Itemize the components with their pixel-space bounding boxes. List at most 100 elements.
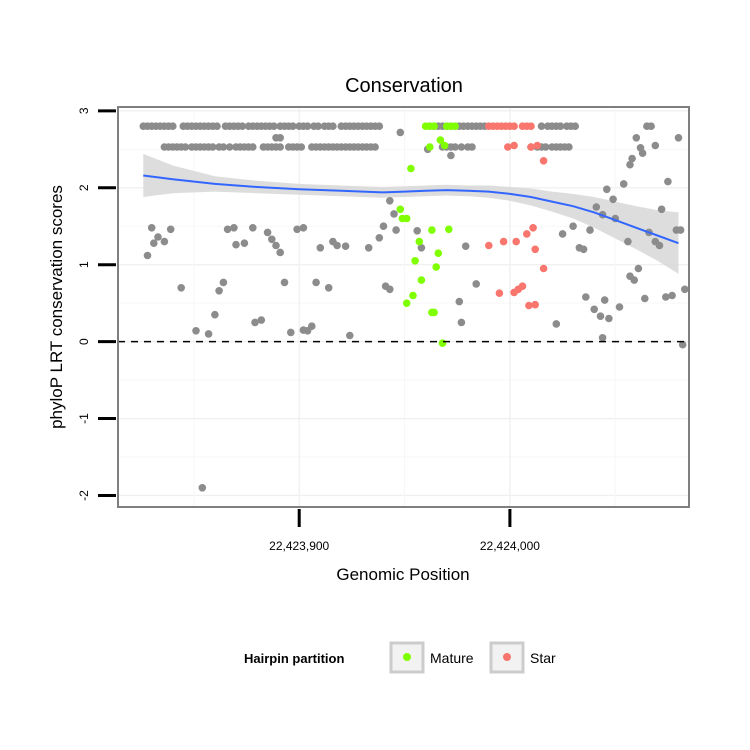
point-other (558, 230, 567, 238)
point-other (251, 318, 259, 327)
plot-panel (117, 106, 690, 508)
point-other (386, 285, 394, 294)
point-other (371, 143, 379, 151)
point-other (396, 128, 405, 137)
legend: Hairpin partition Mature Star (244, 641, 556, 674)
point-other (263, 228, 272, 237)
point-other (341, 242, 350, 250)
point-other (605, 314, 613, 323)
point-other (386, 197, 394, 205)
point-other (280, 278, 289, 287)
point-other (154, 233, 162, 241)
legend-title: Hairpin partition (244, 651, 344, 666)
point-star (527, 122, 535, 130)
point-other (276, 143, 285, 151)
point-mature (396, 205, 405, 214)
point-mature (440, 141, 449, 150)
point-other (681, 285, 689, 294)
point-other (181, 143, 190, 151)
point-mature (402, 299, 411, 308)
y-tick-label: 1 (77, 261, 91, 268)
point-other (592, 203, 601, 211)
point-star (512, 237, 520, 246)
point-other (257, 316, 266, 324)
point-other (268, 235, 276, 244)
point-other (390, 210, 398, 218)
point-other (272, 241, 280, 250)
y-axis-label: phyloP LRT conservation scores (47, 185, 66, 429)
point-other (177, 284, 185, 292)
point-mature (428, 226, 436, 234)
point-other (609, 195, 617, 204)
point-other (312, 278, 320, 287)
point-other (468, 143, 476, 151)
point-mature (438, 339, 447, 348)
point-star (539, 157, 548, 165)
point-star (518, 282, 527, 291)
point-other (590, 305, 598, 314)
point-other (603, 185, 611, 194)
point-other (375, 234, 384, 242)
point-other (215, 287, 223, 295)
x-axis: 22,423,900 22,424,000 (269, 509, 540, 553)
point-other (565, 143, 573, 151)
point-star (523, 230, 531, 238)
point-star (495, 289, 504, 298)
legend-dot-mature (403, 653, 411, 661)
point-other (270, 122, 278, 130)
point-star (499, 237, 508, 246)
point-other (636, 144, 645, 152)
point-other (375, 122, 384, 130)
point-mature (436, 136, 445, 144)
point-other (287, 328, 295, 337)
point-other (657, 205, 666, 214)
point-other (223, 225, 232, 234)
smooth-line-layer (143, 174, 679, 245)
points-layer (139, 122, 689, 492)
y-tick-label: 0 (77, 338, 91, 345)
point-other (641, 294, 649, 303)
point-star (485, 241, 493, 250)
point-star (531, 300, 539, 309)
point-other (249, 224, 257, 232)
point-other (630, 276, 638, 284)
point-other (626, 160, 634, 169)
point-mature (428, 308, 436, 317)
point-other (676, 226, 685, 234)
plot-border (117, 106, 690, 508)
point-other (211, 310, 219, 319)
point-mature (402, 214, 411, 223)
point-other (289, 122, 297, 130)
legend-label-mature: Mature (430, 650, 474, 666)
point-other (169, 122, 177, 130)
y-tick-label: 2 (77, 184, 91, 191)
smooth-line (143, 174, 679, 245)
point-star (504, 143, 512, 151)
point-other (472, 280, 481, 288)
point-other (364, 244, 373, 252)
point-other (276, 134, 285, 142)
point-star (527, 143, 535, 151)
legend-label-star: Star (530, 650, 556, 666)
point-other (209, 143, 217, 151)
point-other (276, 248, 285, 257)
point-other (192, 327, 200, 335)
point-other (219, 143, 228, 151)
point-other (537, 122, 546, 130)
point-other (634, 264, 643, 273)
confidence-ribbon-layer (143, 153, 679, 274)
point-other (230, 224, 238, 232)
x-tick-label: 22,424,000 (480, 539, 540, 553)
point-star (529, 224, 537, 232)
point-other (668, 291, 676, 300)
point-other (225, 143, 234, 151)
point-other (413, 227, 422, 235)
point-other (308, 322, 316, 331)
point-other (143, 251, 152, 260)
point-other (651, 141, 660, 150)
point-other (303, 122, 312, 130)
plot-background (118, 107, 689, 507)
point-mature (430, 122, 438, 130)
point-other (600, 296, 609, 304)
